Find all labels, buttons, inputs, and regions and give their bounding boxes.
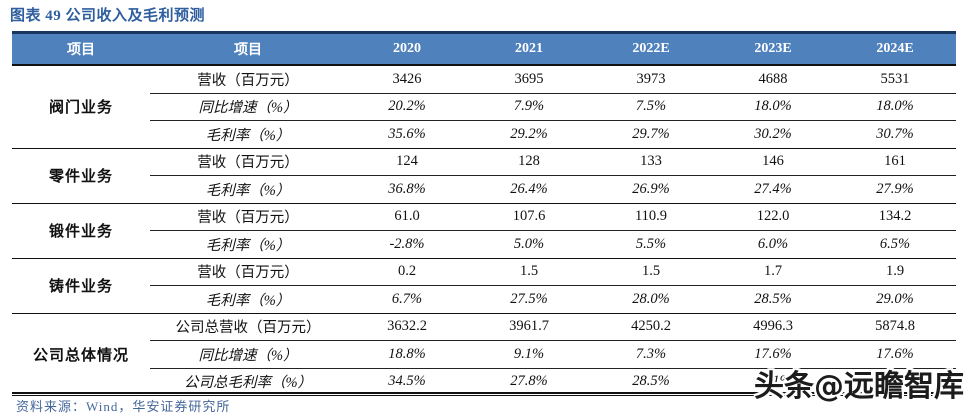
table-header-row: 项目 项目 2020 2021 2022E 2023E 2024E [12, 32, 956, 66]
forecast-table: 项目 项目 2020 2021 2022E 2023E 2024E 阀门业务 营收（百万元） 3… [12, 31, 956, 396]
row-label: 公司总毛利率（%） [150, 367, 346, 396]
row-label: 毛利率（%） [150, 120, 346, 148]
group-label: 零件业务 [12, 147, 150, 203]
cell-value: 18.0% [834, 92, 956, 121]
cell-value: 3695 [468, 64, 590, 93]
cell-value: 3632.2 [346, 312, 468, 341]
cell-value: 18.8% [346, 340, 468, 368]
row-label: 同比增速（%） [150, 340, 346, 368]
column-header: 项目 [150, 32, 346, 66]
cell-value: 128 [468, 147, 590, 176]
cell-value: 1.7 [712, 257, 834, 286]
cell-value: 110.9 [590, 202, 712, 231]
group-label: 阀门业务 [12, 64, 150, 148]
cell-value: 1.9 [834, 257, 956, 286]
cell-value: 20.2% [346, 92, 468, 121]
cell-value: 124 [346, 147, 468, 176]
group-label: 公司总体情况 [12, 312, 150, 396]
group-label: 铸件业务 [12, 257, 150, 313]
column-header: 2022E [590, 32, 712, 66]
cell-value: 17.6% [834, 340, 956, 368]
cell-value: 18.0% [712, 92, 834, 121]
group-label: 锻件业务 [12, 202, 150, 258]
column-header: 2021 [468, 32, 590, 66]
table-body: 阀门业务 营收（百万元） 3426 3695 3973 4688 5531 同比增速（%） 20… [12, 64, 956, 396]
cell-value: 6.7% [346, 285, 468, 313]
cell-value: 122.0 [712, 202, 834, 231]
cell-value: 134.2 [834, 202, 956, 231]
cell-value: 17.6% [712, 340, 834, 368]
cell-value: 27.4% [712, 175, 834, 203]
row-label: 公司总营收（百万元） [150, 312, 346, 341]
cell-value: 5.0% [468, 230, 590, 258]
cell-value: 26.9% [590, 175, 712, 203]
cell-value: 30.7% [834, 120, 956, 148]
cell-value: 146 [712, 147, 834, 176]
cell-value: 1.5 [468, 257, 590, 286]
cell-value: 161 [834, 147, 956, 176]
cell-value: 6.0% [712, 230, 834, 258]
cell-value: 5.5% [590, 230, 712, 258]
figure-title: 图表 49 公司收入及毛利预测 [10, 8, 206, 24]
cell-value: 61.0 [346, 202, 468, 231]
cell-value: 30.2% [712, 120, 834, 148]
cell-value: 26.4% [468, 175, 590, 203]
cell-value: 3426 [346, 64, 468, 93]
cell-value: 6.5% [834, 230, 956, 258]
cell-value: 36.8% [346, 175, 468, 203]
cell-value: 7.9% [468, 92, 590, 121]
cell-value: 5874.8 [834, 312, 956, 341]
cell-value: 4688 [712, 64, 834, 93]
cell-value: 3973 [590, 64, 712, 93]
cell-value: 7.5% [590, 92, 712, 121]
cell-value: 133 [590, 147, 712, 176]
cell-value: 28.5% [590, 367, 712, 396]
cell-value: 28.0% [590, 285, 712, 313]
column-header: 2020 [346, 32, 468, 66]
row-label: 毛利率（%） [150, 285, 346, 313]
row-label: 营收（百万元） [150, 64, 346, 93]
cell-value: 4996.3 [712, 312, 834, 341]
column-header: 项目 [12, 32, 150, 66]
row-label: 营收（百万元） [150, 202, 346, 231]
cell-value: 29.1% [712, 367, 834, 396]
table-bottom-rule [12, 392, 956, 394]
cell-value: 27.9% [834, 175, 956, 203]
cell-value: 5531 [834, 64, 956, 93]
column-header: 2023E [712, 32, 834, 66]
cell-value: 1.5 [590, 257, 712, 286]
cell-value: 7.3% [590, 340, 712, 368]
cell-value: 9.1% [468, 340, 590, 368]
cell-value: 35.6% [346, 120, 468, 148]
cell-value: 107.6 [468, 202, 590, 231]
row-label: 营收（百万元） [150, 147, 346, 176]
row-label: 毛利率（%） [150, 230, 346, 258]
cell-value: 29.0% [834, 285, 956, 313]
cell-value: 29.6% [834, 367, 956, 396]
row-label: 毛利率（%） [150, 175, 346, 203]
cell-value: 27.8% [468, 367, 590, 396]
watermark-text: 头条@远瞻智库 [754, 369, 964, 404]
cell-value: 27.5% [468, 285, 590, 313]
cell-value: 4250.2 [590, 312, 712, 341]
cell-value: 3961.7 [468, 312, 590, 341]
cell-value: 28.5% [712, 285, 834, 313]
row-label: 营收（百万元） [150, 257, 346, 286]
cell-value: 29.2% [468, 120, 590, 148]
cell-value: 0.2 [346, 257, 468, 286]
cell-value: 29.7% [590, 120, 712, 148]
row-label: 同比增速（%） [150, 92, 346, 121]
cell-value: 34.5% [346, 367, 468, 396]
source-note: 资料来源：Wind，华安证券研究所 [16, 399, 231, 414]
cell-value: -2.8% [346, 230, 468, 258]
column-header: 2024E [834, 32, 956, 66]
